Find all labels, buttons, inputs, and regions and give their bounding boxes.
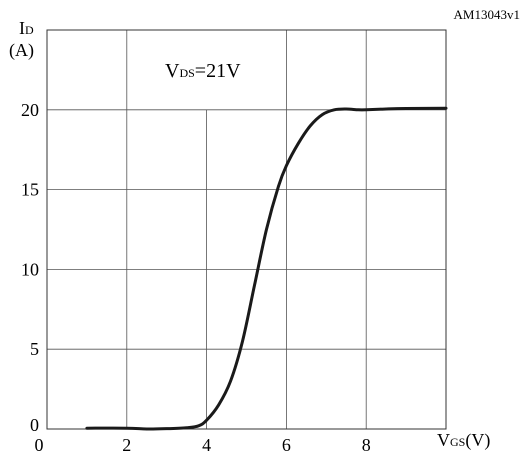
x-axis-label-sub: GS [450, 435, 465, 449]
y-axis-label-sub: D [25, 23, 34, 37]
x-tick-label: 4 [202, 435, 211, 455]
x-tick-label: 6 [282, 435, 291, 455]
y-tick-label: 20 [21, 100, 39, 120]
y-tick-label: 10 [21, 259, 39, 279]
document-id: AM13043v1 [454, 7, 520, 22]
y-axis-label-main: I [19, 18, 25, 38]
plot-frame [46, 29, 447, 430]
x-axis-label-unit: (V) [465, 430, 490, 451]
y-axis-unit: (A) [9, 40, 34, 61]
annotation-rest: =21V [195, 60, 241, 82]
x-axis-label: VGS(V) [437, 430, 490, 451]
y-tick-label: 5 [30, 339, 39, 359]
x-tick-label: 2 [122, 435, 131, 455]
annotation-main: V [165, 60, 180, 82]
x-tick-label: 8 [362, 435, 371, 455]
id-vgs-curve [85, 106, 448, 431]
y-tick-label: 15 [21, 180, 39, 200]
x-tick-label: 0 [35, 435, 44, 455]
x-axis-label-main: V [437, 430, 450, 450]
annotation-sub: DS [179, 66, 194, 80]
grid [47, 30, 446, 429]
y-axis-label: ID [19, 18, 34, 38]
vds-annotation: VDS=21V [165, 60, 241, 82]
y-tick-label: 0 [30, 415, 39, 435]
tick-labels: 0 2 4 6 8 0 5 10 15 20 [21, 100, 371, 455]
